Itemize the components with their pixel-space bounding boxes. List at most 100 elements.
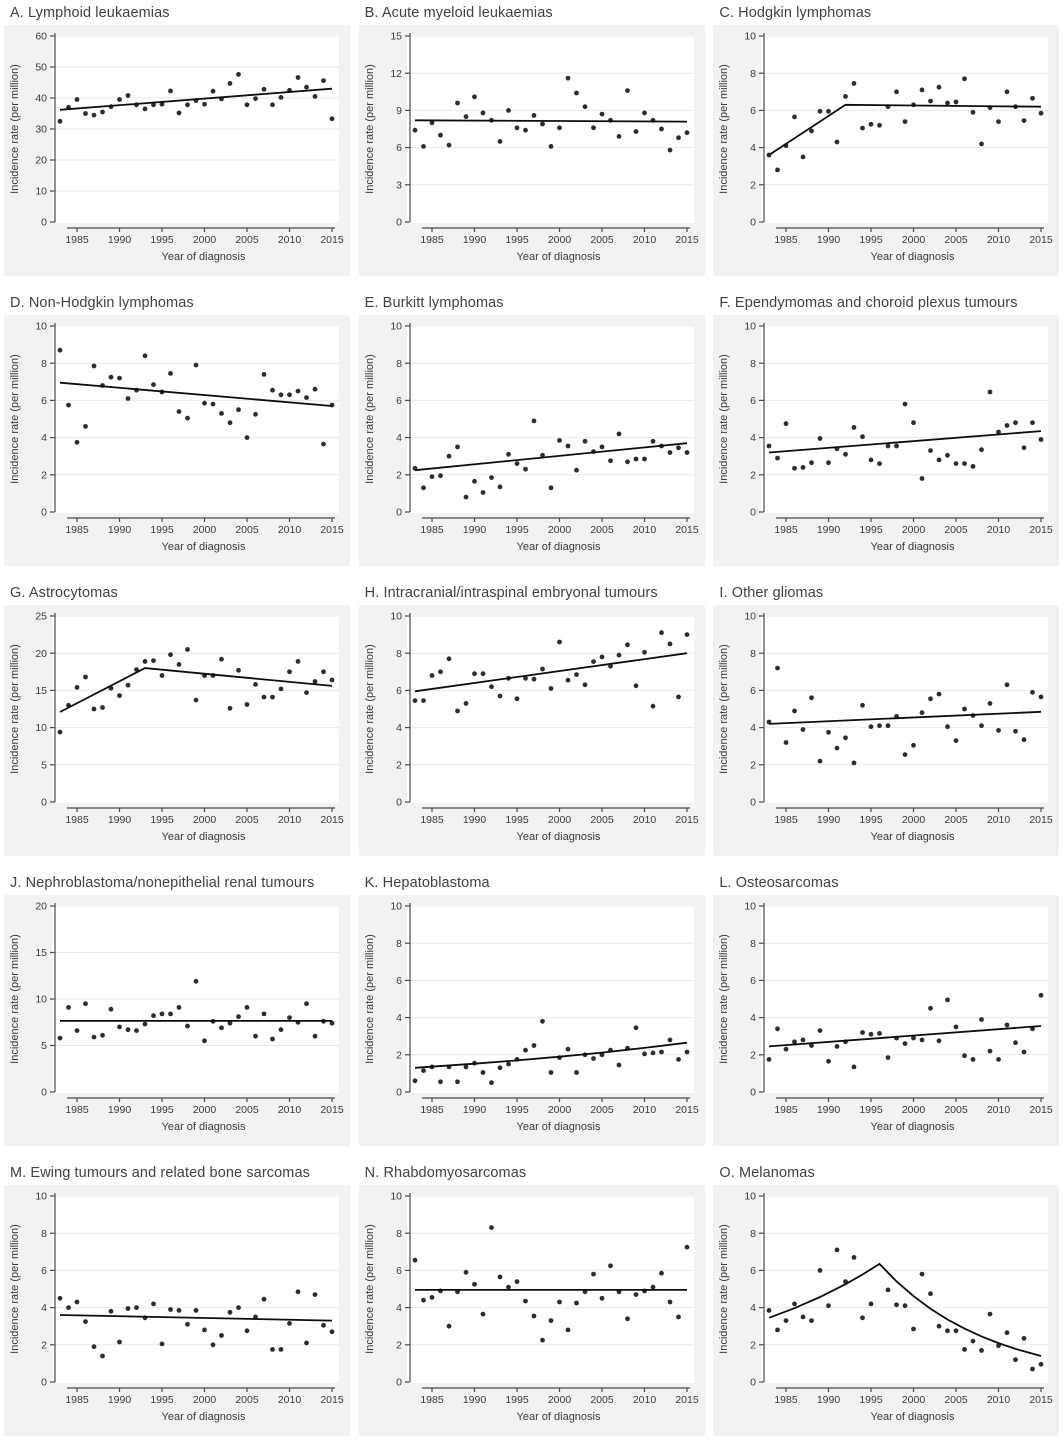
y-tick-label: 8	[396, 648, 402, 660]
data-point	[945, 997, 951, 1003]
data-point	[454, 444, 460, 450]
data-point	[295, 75, 301, 80]
data-point	[514, 696, 520, 702]
data-point	[539, 121, 545, 127]
data-point	[800, 1037, 806, 1043]
x-tick-label: 1995	[150, 234, 174, 246]
data-point	[962, 76, 968, 82]
data-point	[565, 75, 571, 81]
x-tick-label: 1985	[420, 234, 444, 246]
data-point	[868, 1031, 874, 1037]
data-point	[684, 1049, 690, 1055]
y-axis-title: Incidence rate (per million)	[9, 1224, 21, 1354]
y-axis-title: Incidence rate (per million)	[718, 354, 730, 484]
data-point	[1013, 728, 1019, 734]
data-point	[1004, 423, 1010, 428]
x-axis-title: Year of diagnosis	[871, 831, 955, 843]
data-point	[151, 1013, 156, 1019]
x-tick-label: 2000	[193, 1394, 217, 1406]
data-point	[125, 93, 131, 98]
data-point	[809, 128, 815, 134]
data-point	[962, 1053, 968, 1059]
x-tick-label: 1985	[420, 1104, 444, 1116]
x-tick-label: 1995	[505, 1394, 529, 1406]
data-point	[783, 1318, 789, 1323]
data-point	[851, 81, 857, 86]
data-point	[522, 1298, 528, 1304]
data-point	[480, 671, 486, 677]
data-point	[945, 100, 951, 106]
data-point	[480, 490, 486, 495]
data-point	[979, 447, 985, 453]
data-point	[851, 425, 857, 430]
data-point	[463, 701, 469, 706]
x-tick-label: 2010	[987, 814, 1011, 826]
data-point	[83, 1001, 88, 1007]
data-point	[100, 1353, 105, 1359]
data-point	[202, 1038, 207, 1044]
data-point	[522, 675, 528, 681]
y-tick-label: 0	[396, 1377, 402, 1389]
y-axis: 0 2 4 6 8 10	[390, 901, 411, 1099]
data-point	[1021, 737, 1027, 743]
x-tick-label: 2000	[193, 524, 217, 536]
x-tick-label: 1995	[860, 1394, 884, 1406]
x-tick-label: 2010	[278, 1394, 302, 1406]
y-axis-title: Incidence rate (per million)	[9, 644, 21, 774]
data-point	[573, 1070, 579, 1075]
data-point	[505, 1284, 511, 1290]
data-point	[253, 1314, 258, 1320]
y-gridlines	[52, 905, 339, 1046]
data-point	[202, 101, 207, 107]
data-point	[868, 724, 874, 730]
data-point	[219, 1025, 224, 1031]
panel-card: 0 2 4 6 8 10 1985 1990 1995 2000 2005 2010 2015 Year …	[358, 315, 705, 566]
data-point	[607, 663, 613, 669]
data-point	[219, 411, 224, 416]
data-point	[633, 129, 639, 134]
chart-panel-G: G. Astrocytomas 0 5 10 15 20 25 1985 1990 1995 200…	[0, 580, 355, 870]
y-axis-title: Incidence rate (per million)	[364, 934, 376, 1064]
x-tick-label: 1995	[505, 524, 529, 536]
x-tick-label: 2010	[278, 234, 302, 246]
x-axis-title: Year of diagnosis	[162, 1411, 246, 1423]
data-point	[843, 735, 849, 741]
x-tick-label: 2005	[235, 1104, 259, 1116]
x-tick-label: 2015	[675, 524, 699, 536]
scatter-points	[57, 647, 335, 735]
data-point	[556, 639, 562, 645]
data-point	[210, 1342, 216, 1348]
data-point	[624, 88, 630, 93]
data-point	[987, 1048, 993, 1054]
chart-panel-H: H. Intracranial/intraspinal embryonal tu…	[355, 580, 710, 870]
data-point	[800, 1314, 806, 1320]
x-tick-label: 2015	[320, 524, 344, 536]
x-axis: 1985 1990 1995 2000 2005 2010 2015	[65, 1097, 344, 1116]
trend-line	[769, 1025, 1042, 1048]
data-point	[446, 1323, 452, 1329]
y-axis: 0 2 4 6 8 10	[745, 901, 765, 1099]
y-axis: 0 5 10 15 20 25	[35, 611, 56, 809]
y-tick-label: 6	[750, 975, 756, 987]
y-axis-title: Incidence rate (per million)	[364, 354, 376, 484]
x-tick-label: 2005	[235, 814, 259, 826]
data-point	[244, 435, 250, 440]
y-tick-label: 10	[745, 31, 757, 43]
data-point	[851, 1255, 857, 1260]
x-tick-label: 2000	[902, 234, 926, 246]
data-point	[497, 1274, 503, 1280]
x-tick-label: 2010	[987, 524, 1011, 536]
y-tick-label: 4	[750, 1302, 756, 1314]
y-tick-label: 0	[750, 1377, 756, 1389]
data-point	[185, 415, 190, 421]
data-point	[471, 478, 477, 484]
data-point	[488, 1080, 494, 1086]
y-tick-label: 0	[41, 1087, 47, 1099]
y-tick-label: 4	[750, 142, 756, 154]
y-tick-label: 2	[750, 1339, 756, 1351]
y-axis: 0 2 4 6 8 10	[745, 321, 765, 519]
data-point	[100, 705, 105, 710]
y-axis-title: Incidence rate (per million)	[364, 644, 376, 774]
data-point	[979, 1017, 985, 1022]
y-tick-label: 6	[396, 975, 402, 987]
